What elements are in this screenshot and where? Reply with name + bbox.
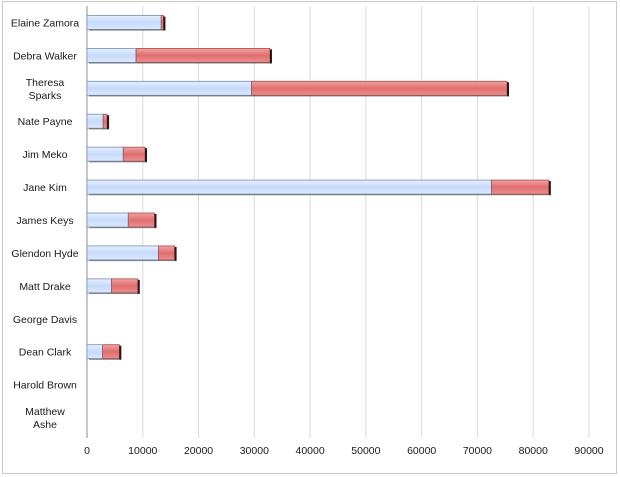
category-label: Matt Drake xyxy=(19,281,71,293)
bar-shadow xyxy=(89,62,272,64)
bar-segment-blue xyxy=(86,278,112,294)
bar-chart: Elaine Zamora Debra Walker Theresa Sparks Na… xyxy=(11,6,604,457)
x-tick-label: 10000 xyxy=(128,445,157,457)
bar-segment-blue xyxy=(86,113,104,129)
bar-segment-blue xyxy=(86,212,129,228)
bar-segment-blue xyxy=(86,245,159,261)
bar-shadow xyxy=(174,246,177,261)
bar-shadow xyxy=(89,161,148,163)
x-tick-label: 90000 xyxy=(574,445,603,457)
bar-shadow xyxy=(89,29,166,31)
bar-segment-blue xyxy=(86,15,162,30)
bar-shadow xyxy=(89,292,140,295)
category-label: Dean Clark xyxy=(19,347,72,359)
x-axis-tick-labels: 0 10000 20000 30000 40000 50000 60000 70000 8000… xyxy=(84,445,604,457)
category-label: Jane Kim xyxy=(23,182,67,194)
bar-shadow xyxy=(269,49,272,64)
category-label: Jim Meko xyxy=(23,149,68,161)
bar-segment-red xyxy=(102,344,120,360)
category-label: Harold Brown xyxy=(13,380,77,392)
bar-segment-red xyxy=(102,113,108,129)
category-label: Glendon Hyde xyxy=(11,248,78,260)
bar-segment-blue xyxy=(86,146,124,162)
bar-shadow xyxy=(119,345,122,360)
bar-shadow xyxy=(548,181,551,196)
bar-segment-red xyxy=(490,179,550,195)
bar-shadow xyxy=(89,358,122,360)
bar-shadow xyxy=(89,194,551,196)
bar-shadow xyxy=(107,115,110,130)
category-label: James Keys xyxy=(16,215,73,227)
category-label: Elaine Zamora xyxy=(11,17,79,29)
x-tick-label: 50000 xyxy=(351,445,380,457)
bars xyxy=(86,15,551,360)
x-tick-label: 70000 xyxy=(463,445,492,457)
bar-segment-blue xyxy=(86,344,104,360)
bar-segment-blue xyxy=(86,80,252,96)
bar-shadow xyxy=(89,95,510,97)
category-label: Debra Walker xyxy=(13,50,77,62)
category-label: Theresa Sparks xyxy=(26,77,65,102)
bar-shadow xyxy=(89,259,177,262)
category-label: Nate Payne xyxy=(18,116,73,128)
bar-segment-red xyxy=(111,278,139,294)
bar-segment-blue xyxy=(86,47,137,63)
x-tick-label: 60000 xyxy=(407,445,436,457)
bar-shadow xyxy=(507,82,510,97)
bar-segment-red xyxy=(157,245,175,261)
bar-shadow xyxy=(145,148,148,163)
category-labels: Elaine Zamora Debra Walker Theresa Sparks Na… xyxy=(11,17,79,431)
x-tick-label: 80000 xyxy=(519,445,548,457)
x-tick-label: 20000 xyxy=(184,445,213,457)
bar-segment-red xyxy=(127,212,155,228)
x-tick-label: 40000 xyxy=(296,445,325,457)
x-tick-label: 30000 xyxy=(240,445,269,457)
category-label: George Davis xyxy=(13,314,77,326)
bar-segment-red xyxy=(251,80,508,96)
x-tick-label: 0 xyxy=(84,445,90,457)
category-label: Matthew Ashe xyxy=(25,406,65,431)
bar-shadow xyxy=(137,279,140,294)
bar-segment-red xyxy=(122,146,146,162)
gridlines xyxy=(86,6,590,438)
bar-shadow xyxy=(89,128,110,130)
bar-shadow xyxy=(89,227,157,229)
bar-segment-blue xyxy=(86,179,492,195)
bar-shadow xyxy=(163,16,166,31)
bar-segment-red xyxy=(160,15,164,30)
bar-shadow xyxy=(154,214,157,228)
bar-segment-red xyxy=(135,47,271,63)
